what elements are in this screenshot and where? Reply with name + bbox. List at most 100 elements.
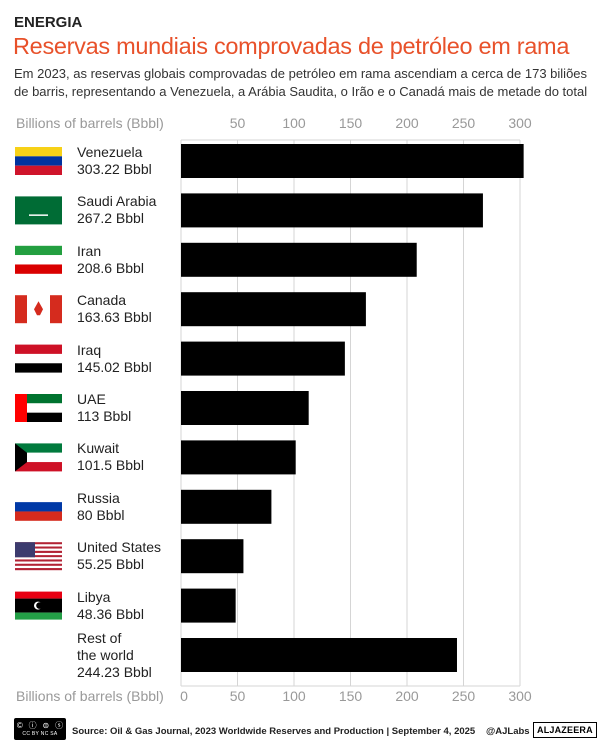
category-name: Iran	[77, 242, 102, 259]
flag-stripe	[15, 492, 62, 503]
bar-7	[181, 489, 272, 524]
flag-stripe	[15, 511, 62, 521]
logo-text: ALJAZEERA	[537, 725, 593, 735]
category-name: UAE	[77, 391, 106, 407]
kicker: ENERGIA	[14, 14, 83, 31]
top-tick-label: 300	[508, 115, 532, 131]
category-name: Libya	[77, 588, 111, 605]
sword	[29, 214, 48, 216]
flag-stripe	[15, 612, 62, 620]
flag-stripe	[15, 394, 27, 422]
flag-stripe	[15, 443, 62, 453]
source-note: Source: Oil & Gas Journal, 2023 Worldwid…	[72, 726, 476, 737]
chart-title: Reservas mundiais comprovadas de petróle…	[13, 33, 570, 59]
flag-stripe	[15, 561, 62, 564]
data-label: 267.2 Bbbl	[77, 210, 144, 227]
aljazeera-logo: ALJAZEERA	[533, 722, 597, 738]
data-label: 145.02 Bbbl	[77, 358, 152, 375]
top-axis-label: Billions of barrels (Bbbl)	[16, 115, 164, 131]
cc-icons: © ⓘ ⊜ ⓢ	[16, 721, 64, 730]
top-tick-label: 250	[451, 115, 476, 131]
country-label: UAE 113 Bbbl	[77, 391, 131, 425]
bottom-tick-label: 200	[395, 688, 419, 704]
category-name: Saudi Arabia	[77, 193, 157, 210]
flag-stripe	[15, 295, 27, 324]
country-label: Iran 208.6 Bbbl	[77, 243, 144, 277]
top-tick-label: 150	[338, 115, 363, 131]
bar-1	[181, 193, 483, 228]
flag-stripe	[15, 559, 62, 562]
country-label: Canada 163.63 Bbbl	[77, 292, 152, 326]
bar-0	[181, 144, 524, 178]
category-name: Rest of the world	[77, 629, 134, 663]
creative-commons-badge[interactable]: © ⓘ ⊜ ⓢ cc by nc sa	[14, 718, 66, 740]
data-label: 101.5 Bbbl	[77, 457, 144, 474]
country-label: Kuwait 101.5 Bbbl	[77, 440, 144, 474]
bar-5	[181, 391, 309, 425]
top-tick-label: 200	[395, 115, 419, 131]
flag-stripe	[15, 147, 62, 157]
data-label: 208.6 Bbbl	[77, 259, 144, 276]
flag-stripe	[15, 555, 62, 558]
flag-stripe	[15, 542, 62, 545]
flag-stripe	[15, 548, 62, 551]
country-label: Iraq 145.02 Bbbl	[77, 342, 152, 376]
bar-8	[181, 539, 244, 574]
flag-stripe	[15, 546, 62, 549]
data-label: 113 Bbbl	[77, 408, 132, 424]
maple-leaf	[34, 301, 43, 316]
bar-9	[181, 588, 236, 623]
flag-stripe	[15, 591, 62, 599]
bottom-tick-label: 250	[451, 688, 476, 704]
top-tick-label: 100	[282, 115, 306, 131]
flag-stripe	[15, 550, 62, 553]
data-label: 55.25 Bbbl	[77, 556, 144, 573]
flag-stripe	[15, 394, 62, 404]
data-label: 48.36 Bbbl	[77, 605, 144, 622]
bar-3	[181, 292, 366, 327]
flag-stripe	[15, 552, 62, 556]
country-label: United States 55.25 Bbbl	[77, 539, 161, 573]
country-label: Libya 48.36 Bbbl	[77, 589, 144, 623]
crescent-cut	[36, 602, 43, 609]
country-label: Saudi Arabia 267.2 Bbbl	[77, 193, 156, 227]
flag-stripe	[15, 255, 62, 265]
flag-stripe	[15, 412, 62, 422]
flag-canton	[15, 542, 35, 558]
chart-subtitle: Em 2023, as reservas globais comprovadas…	[14, 66, 588, 99]
bottom-tick-label: 0	[180, 688, 188, 704]
category-name: Canada	[77, 292, 127, 309]
flag-stripe	[15, 557, 62, 560]
flag-stripe	[15, 353, 62, 364]
flag-stripe	[15, 452, 62, 463]
category-name: Kuwait	[77, 440, 120, 457]
flag-stripe	[15, 264, 62, 274]
twitter-handle[interactable]: @AJLabs	[486, 726, 530, 737]
flag-stripe	[50, 295, 62, 324]
bar-10	[181, 638, 457, 672]
data-label: 244.23 Bbbl	[77, 663, 152, 680]
country-label: Venezuela 303.22 Bbbl	[77, 144, 152, 178]
flag-stripe	[15, 363, 62, 373]
flag-stripe	[15, 544, 62, 547]
country-label: Rest of the world 244.23 Bbbl	[77, 630, 152, 681]
flag-stripe	[15, 563, 62, 566]
data-label: 163.63 Bbbl	[77, 309, 152, 326]
country-label: Russia 80 Bbbl	[77, 490, 124, 524]
bar-6	[181, 440, 296, 475]
flag-stripe	[15, 196, 62, 225]
bottom-tick-label: 100	[282, 688, 306, 704]
flag-stripe	[15, 344, 62, 354]
flag-stripe	[15, 165, 62, 175]
category-name: United States	[77, 539, 162, 556]
flag-stripe	[15, 156, 62, 166]
top-tick-label: 50	[229, 115, 246, 131]
bar-4	[181, 341, 345, 376]
license-text: cc by nc sa	[22, 731, 58, 737]
flag-stripe	[15, 462, 62, 472]
data-label: 303.22 Bbbl	[77, 161, 152, 177]
flag-stripe	[15, 568, 62, 571]
category-name: Russia	[77, 489, 120, 506]
